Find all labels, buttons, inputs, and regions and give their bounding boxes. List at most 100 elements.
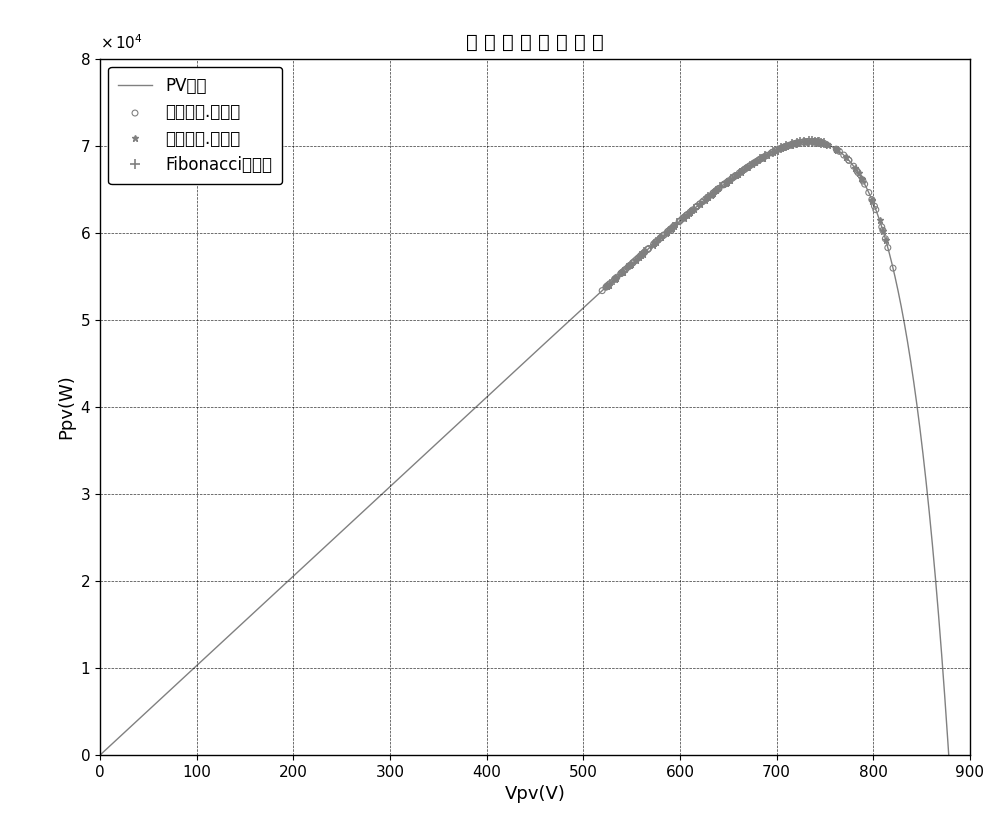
固定步长.小步长 — [613, 267, 629, 280]
固定步长.小步长 — [800, 135, 816, 149]
固定步长.小步长 — [656, 228, 672, 242]
固定步长.小步长 — [784, 138, 800, 151]
固定步长.小步长 — [667, 219, 683, 232]
固定步长.小步长 — [790, 136, 806, 149]
固定步长.小步长 — [692, 197, 708, 211]
固定步长.小步长 — [646, 237, 662, 251]
固定步长.小步长 — [672, 214, 688, 227]
固定步长.小步长 — [804, 135, 820, 149]
Fibonacci变步长 — [671, 218, 683, 228]
固定步长.小步长 — [841, 154, 857, 167]
固定步长.小步长 — [719, 175, 735, 189]
Fibonacci变步长 — [604, 279, 616, 289]
固定步长.小步长 — [632, 249, 648, 263]
Fibonacci变步长 — [621, 263, 633, 274]
固定步长.小步长 — [594, 284, 610, 297]
固定步长.小步长 — [630, 251, 646, 264]
固定步长.小步长 — [763, 146, 779, 159]
固定步长.小步长 — [599, 279, 615, 293]
Fibonacci变步长 — [780, 141, 792, 151]
固定步长.小步长 — [700, 190, 716, 204]
固定步长.小步长 — [795, 135, 811, 149]
固定步长.小步长 — [627, 254, 643, 268]
固定步长.小步长 — [618, 263, 634, 276]
固定步长.小步长 — [804, 135, 820, 149]
固定步长.小步长 — [829, 143, 845, 156]
固定步长.小步长 — [755, 151, 771, 164]
固定步长.小步长 — [633, 248, 649, 262]
固定步长.大步长 — [770, 145, 782, 155]
固定步长.小步长 — [653, 231, 669, 244]
固定步长.小步长 — [864, 193, 880, 206]
固定步长.小步长 — [768, 144, 784, 158]
固定步长.小步长 — [792, 136, 808, 149]
固定步长.小步长 — [625, 256, 641, 269]
固定步长.小步长 — [640, 242, 656, 256]
固定步长.小步长 — [733, 165, 749, 179]
固定步长.小步长 — [715, 178, 731, 191]
固定步长.小步长 — [736, 163, 752, 176]
Fibonacci变步长 — [702, 192, 714, 202]
固定步长.小步长 — [688, 201, 704, 214]
固定步长.小步长 — [706, 185, 722, 199]
固定步长.小步长 — [725, 171, 741, 185]
固定步长.小步长 — [756, 150, 772, 164]
Fibonacci变步长 — [815, 138, 827, 148]
固定步长.小步长 — [692, 197, 708, 211]
固定步长.小步长 — [636, 246, 652, 259]
固定步长.小步长 — [736, 163, 752, 176]
固定步长.小步长 — [739, 161, 755, 175]
固定步长.小步长 — [678, 209, 694, 222]
固定步长.小步长 — [752, 152, 768, 165]
固定步长.小步长 — [739, 161, 755, 175]
固定步长.小步长 — [746, 156, 762, 169]
固定步长.小步长 — [688, 200, 704, 213]
固定步长.小步长 — [599, 280, 615, 294]
固定步长.小步长 — [764, 146, 780, 159]
固定步长.小步长 — [868, 203, 884, 216]
固定步长.小步长 — [666, 219, 682, 232]
固定步长.小步长 — [855, 175, 871, 188]
固定步长.小步长 — [601, 278, 617, 291]
固定步长.小步长 — [648, 235, 664, 248]
Fibonacci变步长 — [714, 182, 726, 192]
固定步长.大步长 — [775, 143, 787, 154]
固定步长.小步长 — [877, 232, 893, 246]
固定步长.小步长 — [875, 223, 891, 237]
固定步长.小步长 — [709, 183, 725, 196]
固定步长.小步长 — [809, 135, 825, 149]
固定步长.小步长 — [836, 149, 852, 162]
固定步长.小步长 — [850, 166, 866, 180]
固定步长.小步长 — [711, 181, 727, 195]
固定步长.小步长 — [789, 136, 805, 149]
固定步长.小步长 — [685, 203, 701, 216]
固定步长.小步长 — [598, 280, 614, 294]
固定步长.小步长 — [620, 260, 636, 274]
Fibonacci变步长 — [806, 137, 818, 147]
固定步长.小步长 — [653, 231, 669, 244]
固定步长.小步长 — [684, 204, 700, 217]
Fibonacci变步长 — [818, 138, 830, 149]
固定步长.小步长 — [758, 149, 774, 163]
固定步长.大步长 — [724, 175, 736, 185]
固定步长.小步长 — [660, 224, 676, 237]
固定步长.小步长 — [665, 221, 681, 234]
固定步长.小步长 — [648, 236, 664, 249]
固定步长.小步长 — [772, 142, 788, 155]
Fibonacci变步长 — [754, 154, 766, 164]
Fibonacci变步长 — [812, 137, 824, 147]
固定步长.小步长 — [765, 145, 781, 159]
固定步长.小步长 — [607, 273, 623, 286]
Fibonacci变步长 — [734, 168, 746, 178]
Legend: PV曲线, 固定步长.小步长, 固定步长.大步长, Fibonacci变步长: PV曲线, 固定步长.小步长, 固定步长.大步长, Fibonacci变步长 — [108, 67, 282, 184]
固定步长.大步长 — [791, 138, 803, 148]
固定步长.小步长 — [807, 135, 823, 149]
固定步长.小步长 — [731, 166, 747, 180]
固定步长.小步长 — [621, 259, 637, 273]
固定步长.小步长 — [699, 191, 715, 205]
固定步长.小步长 — [648, 235, 664, 248]
Fibonacci变步长 — [638, 248, 650, 258]
固定步长.小步长 — [616, 264, 632, 278]
固定步长.小步长 — [741, 159, 757, 173]
固定步长.小步长 — [600, 279, 616, 293]
